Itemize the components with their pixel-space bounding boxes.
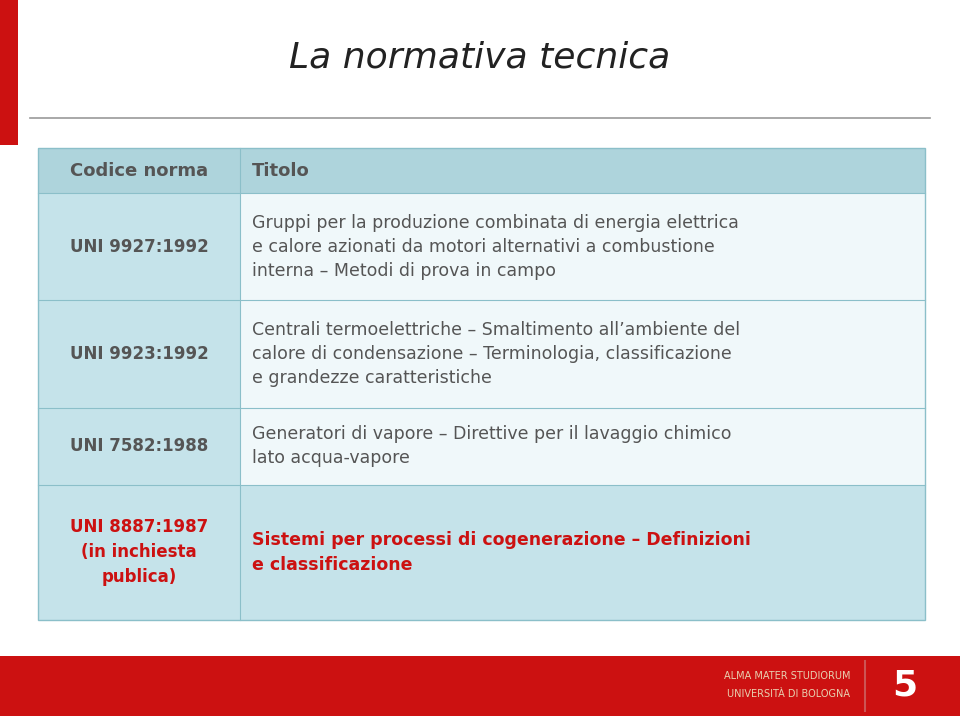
Bar [240, 485, 925, 620]
Bar [38, 301, 240, 407]
Bar [240, 301, 925, 407]
Text: UNI 9923:1992: UNI 9923:1992 [70, 345, 208, 363]
Text: Titolo: Titolo [252, 162, 310, 180]
Text: Generatori di vapore – Direttive per il lavaggio chimico
lato acqua-vapore: Generatori di vapore – Direttive per il … [252, 425, 732, 468]
Bar [38, 148, 240, 193]
Text: Gruppi per la produzione combinata di energia elettrica
e calore azionati da mot: Gruppi per la produzione combinata di en… [252, 213, 739, 280]
Bar [240, 193, 925, 301]
Bar [240, 407, 925, 485]
Bar [38, 193, 240, 301]
Bar [38, 407, 240, 485]
Bar [38, 485, 240, 620]
Text: ALMA MATER STUDIORUM: ALMA MATER STUDIORUM [724, 671, 850, 681]
Text: UNIVERSITÀ DI BOLOGNA: UNIVERSITÀ DI BOLOGNA [727, 689, 850, 699]
Bar [240, 148, 925, 193]
Text: Centrali termoelettriche – Smaltimento all’ambiente del
calore di condensazione : Centrali termoelettriche – Smaltimento a… [252, 321, 740, 387]
Bar [0, 0, 18, 145]
Text: UNI 7582:1988: UNI 7582:1988 [70, 437, 208, 455]
Text: UNI 8887:1987
(in inchiesta
publica): UNI 8887:1987 (in inchiesta publica) [70, 518, 208, 586]
Text: UNI 9927:1992: UNI 9927:1992 [70, 238, 208, 256]
Text: 5: 5 [893, 669, 918, 703]
Bar [38, 148, 925, 620]
Text: La normativa tecnica: La normativa tecnica [289, 41, 671, 75]
Text: Codice norma: Codice norma [70, 162, 208, 180]
Text: Sistemi per processi di cogenerazione – Definizioni
e classificazione: Sistemi per processi di cogenerazione – … [252, 531, 751, 574]
Bar [0, 656, 960, 716]
